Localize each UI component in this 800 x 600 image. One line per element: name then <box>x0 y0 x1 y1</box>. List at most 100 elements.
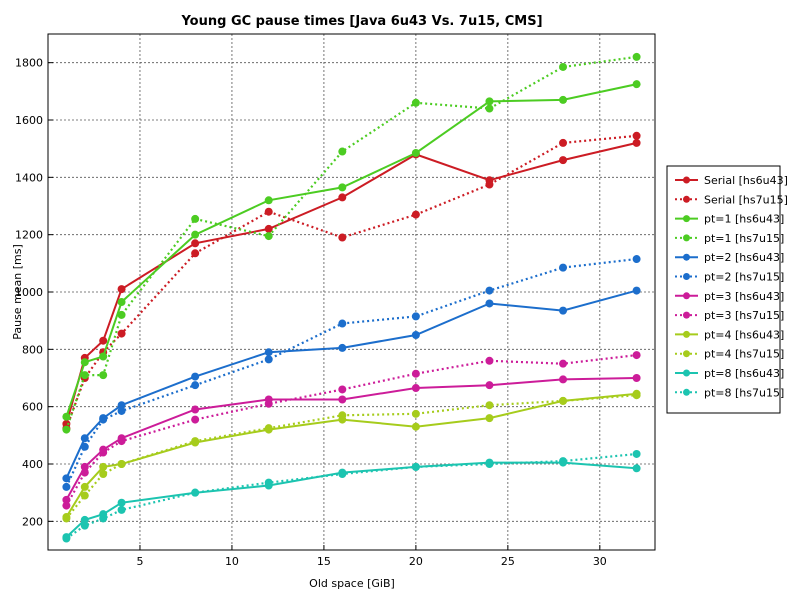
data-point <box>62 514 71 523</box>
data-point <box>411 369 420 378</box>
data-point <box>80 491 89 500</box>
data-point <box>632 138 641 147</box>
data-point <box>632 449 641 458</box>
data-point <box>191 372 200 381</box>
grid <box>48 34 655 550</box>
legend-label: pt=4 [hs6u43] <box>704 328 784 341</box>
data-point <box>264 348 273 357</box>
legend-label: Serial [hs7u15] <box>704 193 788 206</box>
data-point <box>80 515 89 524</box>
data-point <box>411 462 420 471</box>
data-point <box>117 285 126 294</box>
data-point <box>191 415 200 424</box>
series-3 <box>62 80 641 421</box>
data-point <box>559 375 568 384</box>
data-point <box>411 312 420 321</box>
series-line <box>65 394 637 520</box>
data-point <box>117 298 126 307</box>
x-axis-label: Old space [GiB] <box>309 577 395 590</box>
data-point <box>99 514 108 523</box>
data-point <box>99 352 108 361</box>
data-point <box>485 180 494 189</box>
y-tick-label: 400 <box>22 458 43 471</box>
data-point <box>80 442 89 451</box>
data-point <box>80 521 89 530</box>
data-point <box>559 138 568 147</box>
data-point <box>632 255 641 264</box>
data-point <box>338 147 347 156</box>
data-point <box>191 230 200 239</box>
data-point <box>117 329 126 338</box>
series-line <box>65 354 637 507</box>
legend-label: pt=3 [hs6u43] <box>704 290 784 303</box>
data-point <box>485 460 494 468</box>
data-point <box>411 384 420 393</box>
data-point <box>559 359 568 368</box>
legend-label: pt=2 [hs6u43] <box>704 251 784 264</box>
data-point <box>485 381 494 390</box>
data-point <box>411 409 420 418</box>
data-point <box>338 193 347 202</box>
data-point <box>485 299 494 308</box>
series-line <box>65 257 637 488</box>
series-line <box>65 452 637 540</box>
series-12 <box>62 449 641 543</box>
data-point <box>62 501 71 510</box>
data-point <box>632 80 641 89</box>
legend-marker <box>683 273 690 280</box>
data-point <box>632 351 641 360</box>
data-point <box>191 488 200 497</box>
data-point <box>338 183 347 192</box>
x-tick-label: 5 <box>136 555 143 568</box>
series-line <box>65 289 637 479</box>
data-point <box>338 343 347 352</box>
y-tick-label: 1600 <box>15 114 43 127</box>
data-point <box>80 371 89 380</box>
data-point <box>264 224 273 233</box>
data-point <box>62 534 71 543</box>
data-point <box>80 468 89 477</box>
y-tick-label: 1800 <box>15 57 43 70</box>
series-11 <box>62 458 641 542</box>
y-tick-label: 600 <box>22 401 43 414</box>
series-9 <box>62 389 641 522</box>
data-point <box>485 414 494 423</box>
series-6 <box>62 255 641 491</box>
x-tick-label: 20 <box>409 555 423 568</box>
x-tick-label: 15 <box>317 555 331 568</box>
data-point <box>485 286 494 295</box>
data-point <box>99 448 108 457</box>
y-axis-label: Pause mean [ms] <box>11 244 24 340</box>
data-point <box>191 381 200 390</box>
data-point <box>338 395 347 404</box>
data-point <box>632 52 641 61</box>
series-group <box>62 52 641 543</box>
data-point <box>411 331 420 339</box>
data-point <box>191 239 200 248</box>
data-point <box>117 460 126 468</box>
data-point <box>264 196 273 205</box>
data-point <box>80 482 89 491</box>
series-10 <box>62 391 641 523</box>
legend-label: pt=1 [hs6u43] <box>704 213 784 226</box>
data-point <box>99 462 108 471</box>
data-point <box>632 464 641 473</box>
series-line <box>65 134 637 429</box>
data-point <box>559 263 568 272</box>
data-point <box>62 412 71 421</box>
legend-label: Serial [hs6u43] <box>704 174 788 187</box>
y-tick-label: 1200 <box>15 229 43 242</box>
series-line <box>65 377 637 501</box>
data-point <box>80 434 89 443</box>
x-tick-label: 30 <box>593 555 607 568</box>
legend-marker <box>683 330 690 338</box>
legend-marker <box>683 350 690 358</box>
axis-ticks: 5 10 15 20 25 30 200 400 600 800 1000 1200 1400 1600 1… <box>15 57 607 568</box>
data-point <box>80 358 89 367</box>
data-point <box>191 437 200 446</box>
data-point <box>99 470 108 479</box>
data-point <box>99 336 108 345</box>
legend-label: pt=8 [hs6u43] <box>704 367 784 380</box>
legend-box <box>666 165 781 414</box>
data-point <box>559 396 568 405</box>
